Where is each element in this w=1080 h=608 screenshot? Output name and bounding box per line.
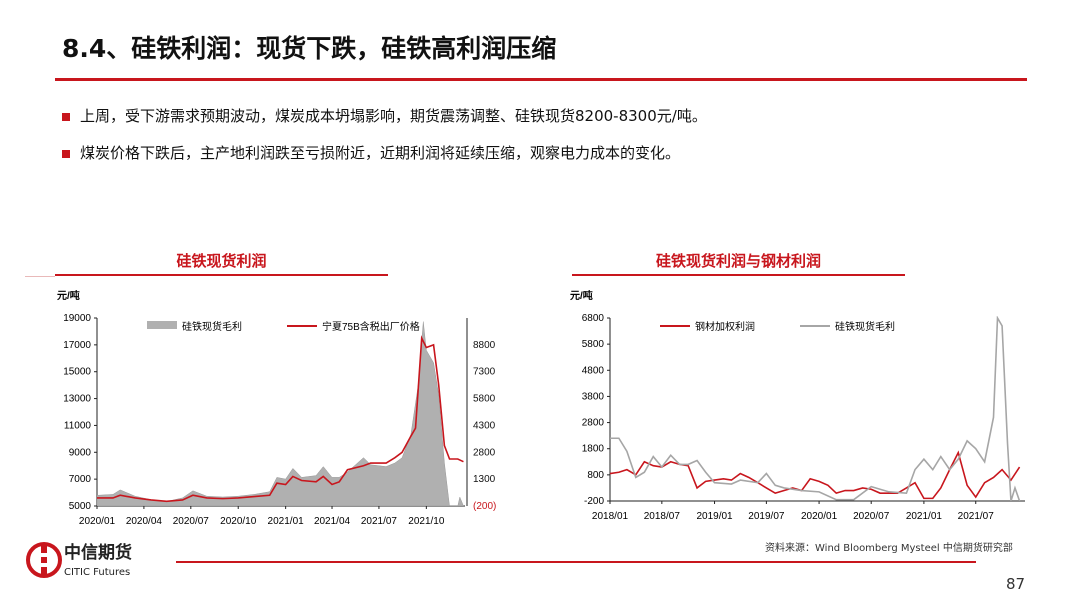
y-tick-label: 2800 [582,418,605,429]
y2-tick-label: 7300 [473,367,496,378]
x-tick-label: 2021/07 [958,511,995,522]
bullet-square-icon [62,112,70,121]
y-tick-label: 3800 [582,391,605,402]
bullet-1: 上周，受下游需求预期波动，煤炭成本坍塌影响，期货震荡调整、硅铁现货8200-83… [62,106,707,126]
y2-tick-label: 4300 [473,420,496,431]
chart-1-title: 硅铁现货利润 [55,252,388,276]
x-tick-label: 2021/07 [361,516,398,527]
y-tick-label: 13000 [63,394,91,405]
y-tick-label: 1800 [582,444,605,455]
y-tick-label: -200 [584,496,604,507]
page-number: 87 [1006,575,1026,593]
x-tick-label: 2021/04 [314,516,351,527]
x-tick-label: 2021/10 [408,516,445,527]
x-tick-label: 2021/01 [906,511,943,522]
x-tick-label: 2020/01 [79,516,116,527]
y-tick-label: 6800 [582,313,605,324]
title-divider [55,78,1027,81]
footer-divider [176,561,976,563]
y2-tick-label: (200) [473,501,496,512]
y-tick-label: 15000 [63,367,91,378]
x-tick-label: 2018/07 [644,511,681,522]
chart-2-title: 硅铁现货利润与钢材利润 [572,252,905,276]
page-title: 8.4、硅铁利润：现货下跌，硅铁高利润压缩 [62,34,557,63]
x-tick-label: 2020/01 [801,511,838,522]
chart-1: 元/吨 5000 7000 9000 11000 13000 15000 17000 19000… [57,289,496,527]
logo-text-cn: 中信期货 [64,543,132,563]
y2-tick-label: 1300 [473,474,496,485]
x-tick-label: 2020/07 [853,511,890,522]
y-tick-label: 17000 [63,340,91,351]
y-tick-label: 9000 [69,447,92,458]
y-tick-label: 5000 [69,501,92,512]
y-axis-unit: 元/吨 [57,289,80,302]
y-tick-label: 800 [587,470,604,481]
legend-label: 硅铁现货毛利 [835,320,895,333]
chart-1-title-line [25,276,55,277]
bullet-2: 煤炭价格下跌后，主产地利润跌至亏损附近，近期利润将延续压缩，观察电力成本的变化。 [62,143,680,163]
series-line [97,335,464,503]
series-area [97,321,464,506]
y-tick-label: 11000 [64,420,92,431]
chart-2: 元/吨 -200 800 1800 2800 3800 4800 5800 6800 2018/0… [570,289,1025,522]
y-tick-label: 5800 [582,339,605,350]
x-tick-label: 2019/01 [696,511,733,522]
legend-swatch [147,321,177,329]
y-tick-label: 7000 [69,474,92,485]
y2-tick-label: 2800 [473,447,496,458]
x-tick-label: 2020/07 [173,516,210,527]
citic-logo-icon [26,542,62,578]
source-note: 资料来源：Wind Bloomberg Mysteel 中信期货研究部 [765,543,1013,554]
bullet-square-icon [62,149,70,158]
x-tick-label: 2020/10 [220,516,257,527]
legend-label: 硅铁现货毛利 [182,320,242,333]
y2-tick-label: 8800 [473,340,496,351]
x-tick-label: 2021/01 [268,516,305,527]
bullet-text: 上周，受下游需求预期波动，煤炭成本坍塌影响，期货震荡调整、硅铁现货8200-83… [80,107,707,125]
logo-text-en: CITIC Futures [64,567,131,578]
x-tick-label: 2019/07 [748,511,785,522]
y2-tick-label: 5800 [473,394,496,405]
bullet-text: 煤炭价格下跌后，主产地利润跌至亏损附近，近期利润将延续压缩，观察电力成本的变化。 [80,144,681,162]
x-tick-label: 2018/01 [592,511,629,522]
y-tick-label: 19000 [63,313,91,324]
legend-label: 宁夏75B含税出厂价格 [322,320,420,333]
y-axis-unit: 元/吨 [570,289,593,302]
series-line [610,316,1021,501]
x-tick-label: 2020/04 [126,516,163,527]
legend-label: 钢材加权利润 [695,320,755,333]
y-tick-label: 4800 [582,365,605,376]
